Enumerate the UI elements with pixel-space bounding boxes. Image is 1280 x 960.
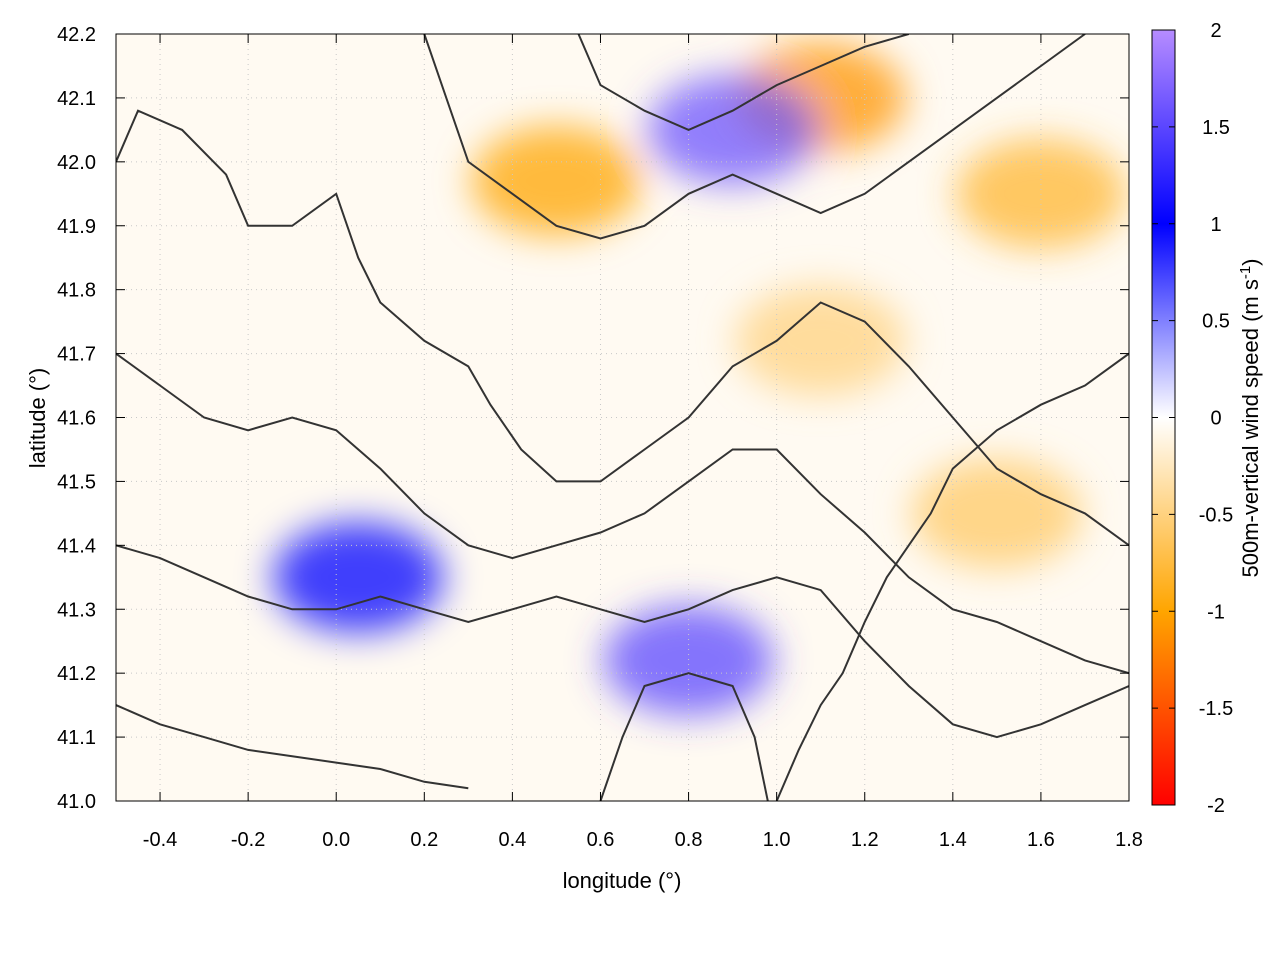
y-tick-label-5: 41.5 <box>57 471 96 493</box>
x-tick-label-11: 1.8 <box>1115 829 1143 851</box>
wind-field <box>273 42 1126 716</box>
colorbar-tick-label-5: 0.5 <box>1202 311 1230 333</box>
x-tick-label-5: 0.6 <box>587 829 615 851</box>
y-axis-title: latitude (°) <box>25 368 50 469</box>
y-tick-label-1: 41.1 <box>57 727 96 749</box>
colorbar-title-main: 500m-vertical wind speed (m s <box>1238 279 1263 577</box>
x-axis-title: longitude (°) <box>563 868 682 893</box>
y-tick-label-8: 41.8 <box>57 280 96 302</box>
field-region-updraft-ridge-north <box>647 74 818 185</box>
x-tick-label-6: 0.8 <box>675 829 703 851</box>
field-region-updraft-southwest-band <box>273 522 444 633</box>
colorbar-tick-label-4: 0 <box>1210 408 1221 430</box>
plot-area <box>115 33 1130 802</box>
contour-line-6 <box>599 672 769 801</box>
field-region-downdraft-east <box>955 138 1126 249</box>
x-tick-label-2: 0.0 <box>322 829 350 851</box>
contour-line-7 <box>775 352 1129 801</box>
colorbar-title: 500m-vertical wind speed (m s-1) <box>1237 258 1263 577</box>
field-region-downdraft-central <box>735 285 906 396</box>
field-region-updraft-coastal-south <box>603 605 774 716</box>
y-tick-label-10: 42.0 <box>57 152 96 174</box>
contour-line-5 <box>577 34 910 131</box>
y-axis-ticks: 41.0 41.1 41.2 41.3 41.4 41.5 41.6 41.7 41.8 41.9… <box>57 24 1129 813</box>
y-tick-label-11: 42.1 <box>57 88 96 110</box>
x-tick-label-0: -0.4 <box>143 829 177 851</box>
x-tick-label-9: 1.4 <box>939 829 967 851</box>
field-region-downdraft-north <box>471 126 642 237</box>
y-tick-label-3: 41.3 <box>57 599 96 621</box>
y-tick-label-7: 41.7 <box>57 344 96 366</box>
x-tick-label-7: 1.0 <box>763 829 791 851</box>
colorbar-ticks: -2 -1.5 -1 -0.5 0 0.5 1 1.5 2 <box>1152 20 1233 817</box>
contour-line-4 <box>423 34 1086 240</box>
y-tick-label-0: 41.0 <box>57 791 96 813</box>
contour-line-2 <box>116 544 1129 739</box>
x-tick-label-8: 1.2 <box>851 829 879 851</box>
colorbar-title-close: ) <box>1238 258 1263 265</box>
colorbar-tick-label-2: -1 <box>1207 601 1225 623</box>
x-tick-label-1: -0.2 <box>231 829 265 851</box>
y-tick-label-4: 41.4 <box>57 535 96 557</box>
colorbar-tick-label-1: -1.5 <box>1199 698 1233 720</box>
y-tick-label-2: 41.2 <box>57 663 96 685</box>
contour-lines <box>116 34 1129 801</box>
x-tick-label-4: 0.4 <box>498 829 526 851</box>
colorbar-tick-label-3: -0.5 <box>1199 504 1233 526</box>
colorbar-tick-label-7: 1.5 <box>1202 117 1230 139</box>
colorbar-tick-label-8: 2 <box>1210 20 1221 42</box>
y-tick-label-9: 41.9 <box>57 216 96 238</box>
colorbar-tick-label-6: 1 <box>1210 214 1221 236</box>
x-tick-label-3: 0.2 <box>410 829 438 851</box>
contour-line-1 <box>116 352 1129 675</box>
contour-line-0 <box>116 109 1129 547</box>
colorbar-title-exp: -1 <box>1237 266 1254 279</box>
colorbar: -2 -1.5 -1 -0.5 0 0.5 1 1.5 2 <box>1151 20 1233 817</box>
field-region-downdraft-southeast <box>911 458 1082 569</box>
y-tick-label-6: 41.6 <box>57 408 96 430</box>
contour-line-3 <box>116 704 469 790</box>
colorbar-tick-label-0: -2 <box>1207 795 1225 817</box>
y-tick-label-12: 42.2 <box>57 24 96 46</box>
x-axis-ticks: -0.4 -0.2 0.0 0.2 0.4 0.6 0.8 1.0 1.2 1.4 1.6 1.8 <box>143 34 1143 851</box>
x-tick-label-10: 1.6 <box>1027 829 1055 851</box>
